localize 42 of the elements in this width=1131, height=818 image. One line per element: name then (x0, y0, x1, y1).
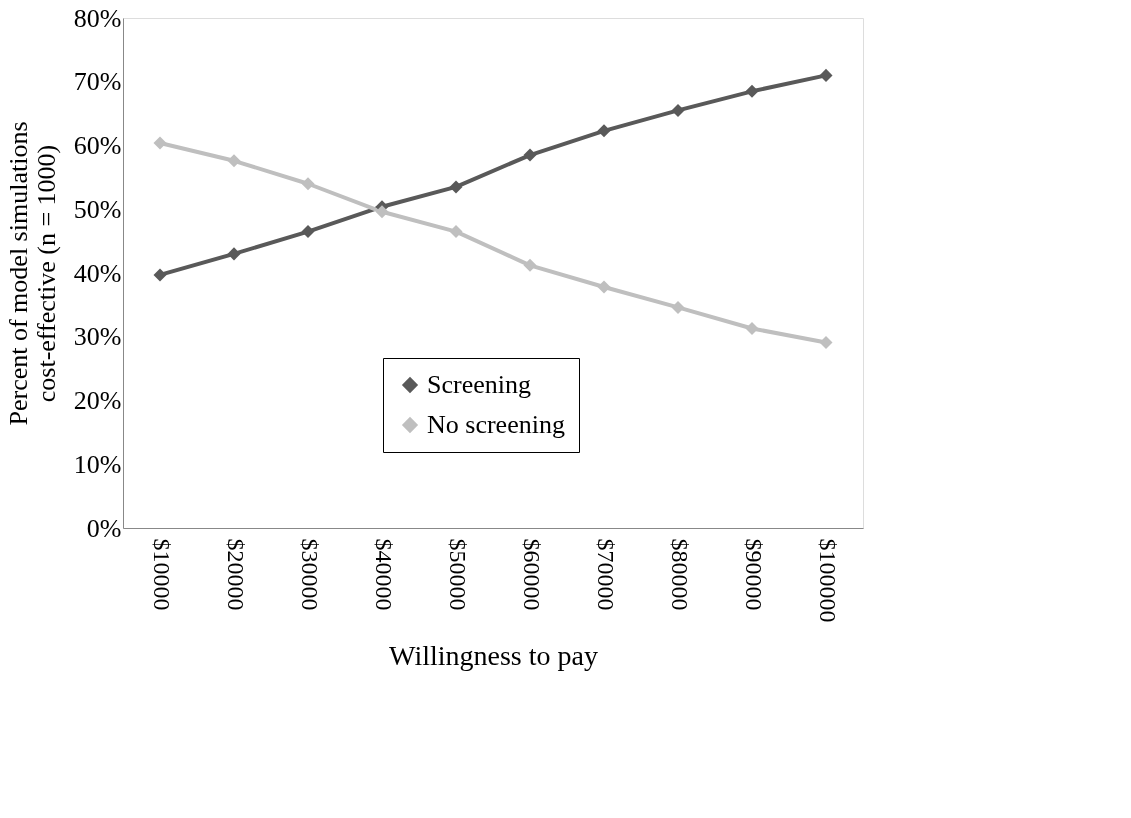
x-tick-label: $30000 (296, 538, 323, 611)
x-tick-label: $90000 (740, 538, 767, 611)
point (375, 205, 389, 219)
y-axis-title: Percent of model simulations cost-effective (n = 1000) (3, 121, 61, 426)
point (745, 84, 759, 98)
x-tick-label: $70000 (592, 538, 619, 611)
point (819, 335, 833, 350)
y-tick-label: 10% (73, 449, 122, 479)
point (597, 280, 611, 294)
point (227, 247, 241, 261)
point (227, 154, 241, 168)
y-tick-label: 0% (86, 513, 122, 543)
x-tick-label: $80000 (666, 538, 693, 611)
point (301, 225, 315, 239)
point (671, 300, 685, 314)
legend-label: Screening (427, 370, 531, 399)
y-tick-label: 50% (73, 194, 122, 224)
x-tick-label: $10000 (148, 538, 175, 611)
point (819, 68, 833, 82)
y-tick-label: 20% (73, 386, 122, 415)
x-tick-label: $50000 (444, 538, 471, 611)
point (153, 136, 167, 150)
x-tick-label: $20000 (222, 538, 249, 611)
y-tick-label: 60% (73, 131, 122, 160)
legend-label: No screening (427, 410, 565, 439)
y-tick-label: 70% (73, 67, 122, 97)
y-tick-label: 30% (73, 322, 122, 352)
point (449, 180, 463, 194)
y-tick-label: 40% (73, 258, 122, 288)
x-axis-title: Willingness to pay (389, 639, 598, 671)
point (449, 225, 463, 239)
point (153, 268, 167, 282)
point (745, 321, 759, 335)
x-tick-label: $60000 (518, 538, 545, 611)
y-tick-label: 80% (73, 3, 122, 33)
point (597, 124, 611, 138)
point (523, 148, 537, 162)
point (301, 177, 315, 191)
point (671, 103, 685, 117)
x-tick-label: $100000 (814, 538, 841, 623)
point (523, 258, 537, 272)
x-tick-label: $40000 (370, 538, 397, 611)
